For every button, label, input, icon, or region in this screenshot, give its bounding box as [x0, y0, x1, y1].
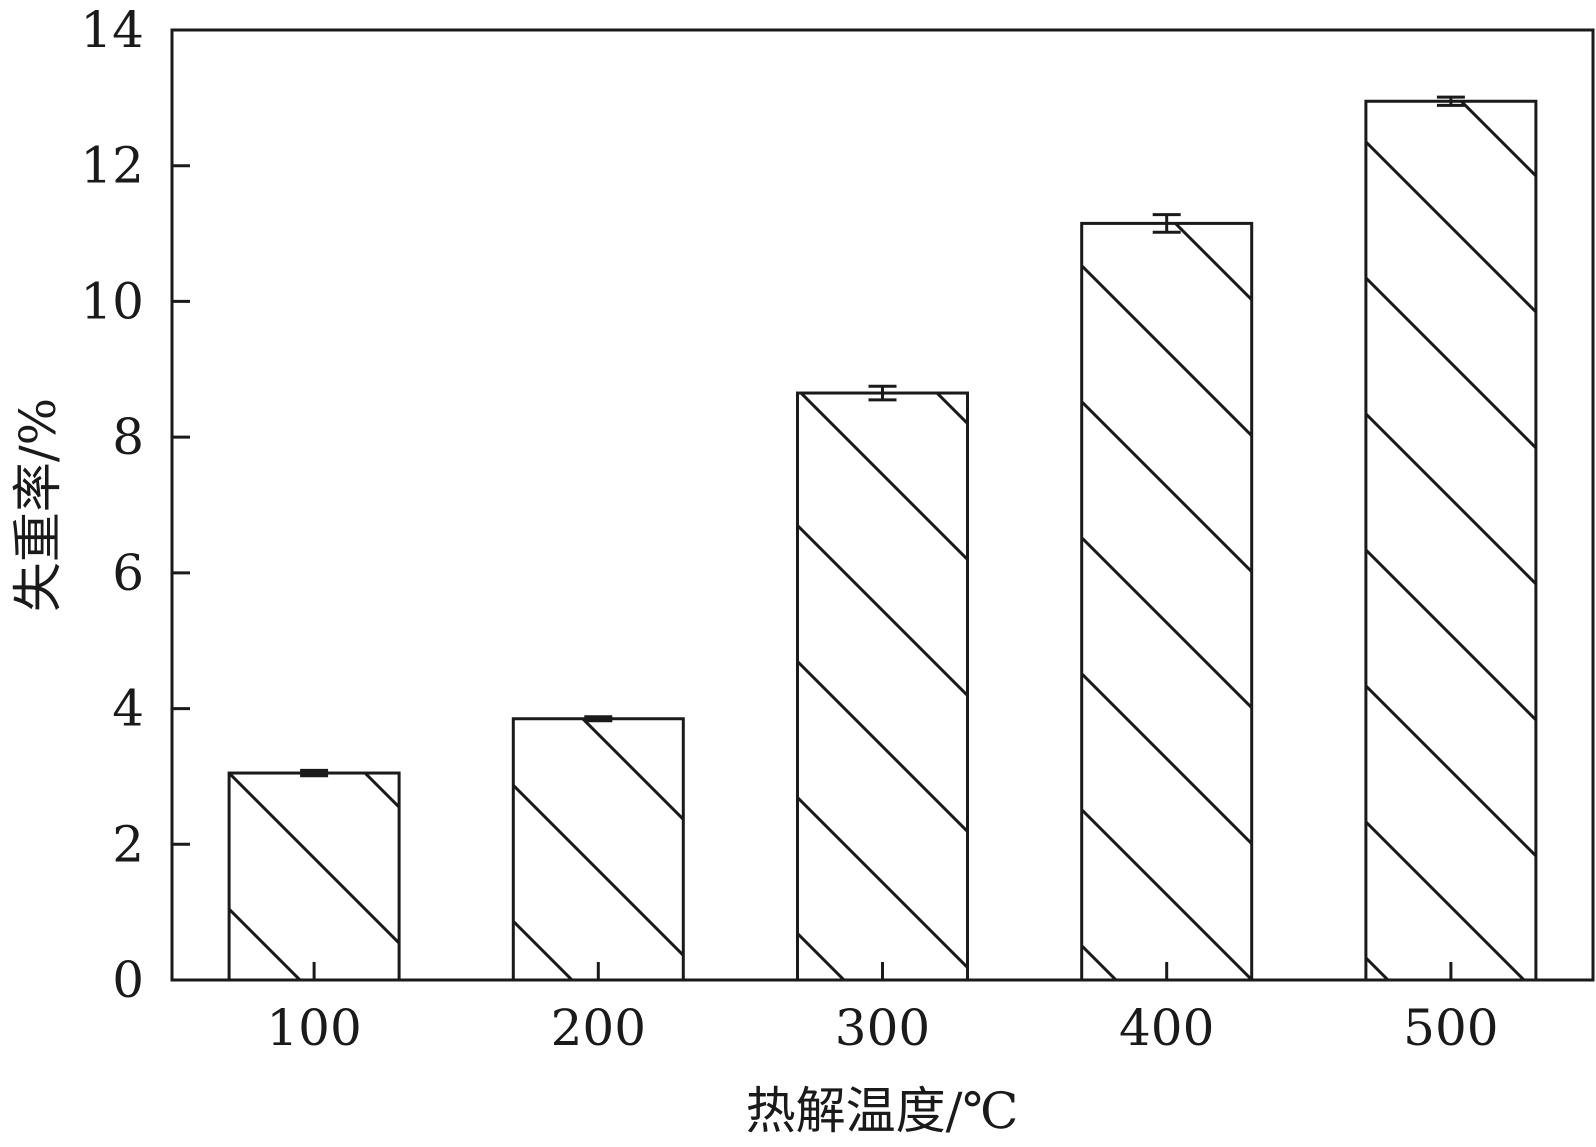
x-tick-label-200: 200	[551, 999, 646, 1057]
y-tick-label-2: 2	[112, 815, 144, 873]
y-tick-label-10: 10	[80, 272, 144, 330]
bars-layer	[227, 99, 1538, 982]
y-tick-label-4: 4	[112, 680, 144, 738]
y-tick-label-8: 8	[112, 408, 144, 466]
x-tick-label-400: 400	[1119, 999, 1214, 1057]
y-tick-label-14: 14	[80, 1, 144, 59]
x-axis: 100 200 300 400 500	[266, 962, 1499, 1057]
x-tick-label-500: 500	[1403, 999, 1498, 1057]
bar-300	[796, 391, 969, 982]
x-axis-title: 热解温度/℃	[746, 1082, 1019, 1140]
y-tick-label-12: 12	[80, 137, 144, 195]
bar-500	[1364, 99, 1538, 982]
y-axis-title: 失重率/%	[9, 398, 67, 612]
y-axis: 0 2 4 6 8 10 12 14	[80, 1, 190, 1009]
bar-200	[511, 717, 685, 982]
x-tick-label-100: 100	[266, 999, 361, 1057]
y-tick-label-0: 0	[112, 951, 144, 1009]
bar-400	[1080, 221, 1254, 982]
y-tick-label-6: 6	[112, 544, 144, 602]
bar-100	[227, 771, 401, 982]
x-tick-label-300: 300	[835, 999, 930, 1057]
error-bars-layer	[300, 95, 1465, 778]
